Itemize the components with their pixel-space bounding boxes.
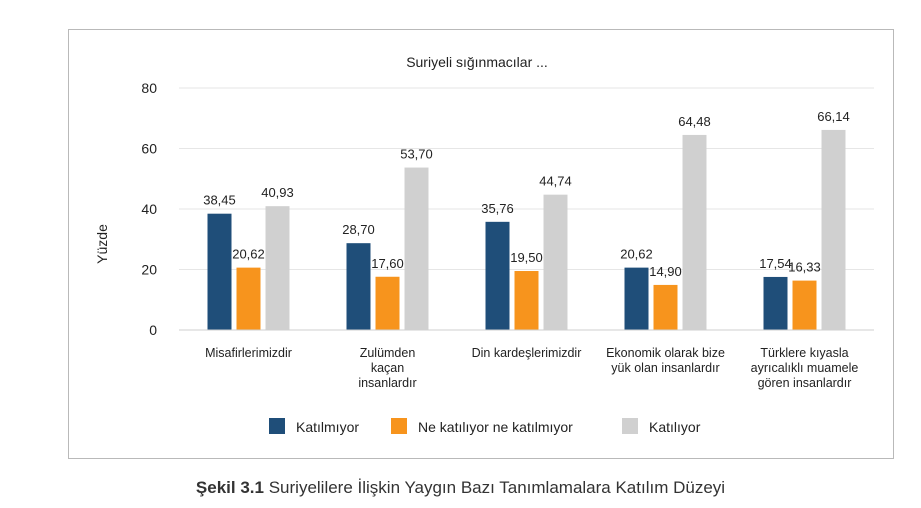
legend: Katılmıyor Ne katılıyor ne katılmıyor Katı… bbox=[269, 418, 701, 435]
caption-label: Şekil 3.1 bbox=[195, 478, 264, 497]
bar bbox=[624, 267, 649, 330]
legend-label: Ne katılıyor ne katılmıyor bbox=[418, 419, 573, 435]
bar bbox=[792, 280, 817, 330]
legend-label: Katılmıyor bbox=[296, 419, 359, 435]
x-tick-label: gören insanlardır bbox=[758, 376, 852, 390]
bar bbox=[207, 213, 232, 330]
x-tick-label: Ekonomik olarak bize bbox=[606, 346, 725, 360]
y-tick-label: 20 bbox=[141, 262, 157, 278]
y-axis-label: Yüzde bbox=[94, 224, 110, 264]
chart-title: Suriyeli sığınmacılar ... bbox=[406, 54, 548, 70]
legend-label: Katılıyor bbox=[649, 419, 701, 435]
data-label: 66,14 bbox=[817, 109, 850, 124]
data-label: 16,33 bbox=[788, 260, 821, 275]
y-tick-label: 0 bbox=[149, 322, 157, 338]
bar bbox=[763, 276, 788, 330]
data-label: 35,76 bbox=[481, 201, 514, 216]
grid-lines bbox=[179, 87, 874, 270]
bar bbox=[821, 129, 846, 330]
bar bbox=[404, 167, 429, 330]
x-tick-label: Türklere kıyasla bbox=[760, 346, 848, 360]
bar bbox=[682, 134, 707, 330]
bar-chart: 38,45 20,62 40,93 28,70 17,60 53,70 35,76 19,50… bbox=[94, 54, 874, 435]
data-label: 28,70 bbox=[342, 222, 375, 237]
x-tick-label: ayrıcalıklı muamele bbox=[751, 361, 859, 375]
bar bbox=[543, 194, 568, 330]
data-label: 17,54 bbox=[759, 256, 792, 271]
legend-swatch bbox=[269, 418, 285, 434]
axes: 0 20 40 60 80 Misafirlerimizdir Zulümdenkaçani… bbox=[141, 80, 874, 390]
x-tick-label: Misafirlerimizdir bbox=[205, 346, 292, 360]
figure-caption: Şekil 3.1 Suriyelilere İlişkin Yaygın Ba… bbox=[0, 478, 921, 498]
data-label: 20,62 bbox=[620, 247, 653, 262]
data-labels: 38,45 20,62 40,93 28,70 17,60 53,70 35,76 19,50… bbox=[203, 109, 850, 279]
bar bbox=[653, 284, 678, 330]
data-label: 40,93 bbox=[261, 185, 294, 200]
bar bbox=[514, 271, 539, 330]
bar bbox=[265, 206, 290, 330]
bars bbox=[207, 129, 846, 330]
x-tick-label: kaçan bbox=[371, 361, 404, 375]
y-tick-label: 60 bbox=[141, 141, 157, 157]
bar bbox=[236, 267, 261, 330]
y-tick-label: 40 bbox=[141, 201, 157, 217]
bar bbox=[346, 243, 371, 330]
caption-text: Suriyelilere İlişkin Yaygın Bazı Tanımla… bbox=[263, 478, 726, 497]
data-label: 38,45 bbox=[203, 193, 236, 208]
legend-swatch bbox=[622, 418, 638, 434]
x-tick-label: yük olan insanlardır bbox=[611, 361, 719, 375]
data-label: 53,70 bbox=[400, 147, 433, 162]
data-label: 19,50 bbox=[510, 250, 543, 265]
x-tick-label: insanlardır bbox=[358, 376, 416, 390]
chart-frame: 38,45 20,62 40,93 28,70 17,60 53,70 35,76 19,50… bbox=[68, 29, 894, 459]
bar bbox=[375, 276, 400, 330]
legend-swatch bbox=[391, 418, 407, 434]
data-label: 14,90 bbox=[649, 264, 682, 279]
data-label: 17,60 bbox=[371, 256, 404, 271]
x-tick-label: Din kardeşlerimizdir bbox=[472, 346, 582, 360]
data-label: 20,62 bbox=[232, 247, 265, 262]
data-label: 64,48 bbox=[678, 114, 711, 129]
data-label: 44,74 bbox=[539, 174, 572, 189]
y-tick-label: 80 bbox=[141, 80, 157, 96]
x-tick-label: Zulümden bbox=[360, 346, 416, 360]
bar bbox=[485, 221, 510, 330]
